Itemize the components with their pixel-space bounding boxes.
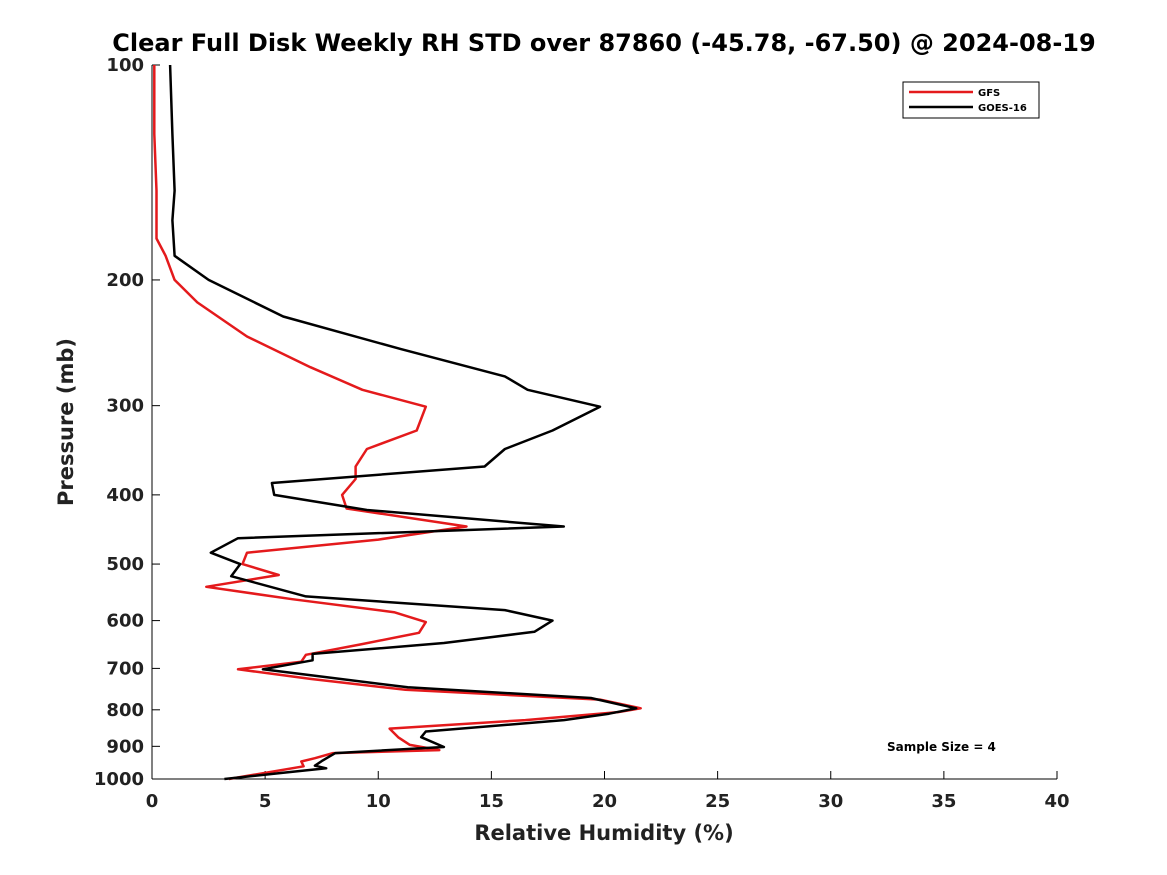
y-tick-label: 200 bbox=[106, 270, 144, 291]
chart-title: Clear Full Disk Weekly RH STD over 87860… bbox=[112, 29, 1095, 57]
y-tick-label: 1000 bbox=[94, 769, 144, 790]
series-lines bbox=[153, 64, 642, 781]
y-tick-label: 800 bbox=[106, 700, 144, 721]
x-tick-label: 30 bbox=[818, 791, 843, 812]
y-tick-label: 100 bbox=[106, 55, 144, 76]
x-tick-label: 10 bbox=[366, 791, 391, 812]
y-tick-label: 500 bbox=[106, 554, 144, 575]
x-tick-label: 40 bbox=[1044, 791, 1069, 812]
legend: GFS GOES-16 bbox=[902, 81, 1040, 119]
series-line-gfs bbox=[153, 65, 642, 781]
y-tick-label: 600 bbox=[106, 611, 144, 632]
legend-label-goes16: GOES-16 bbox=[978, 103, 1027, 114]
x-tick-label: 35 bbox=[931, 791, 956, 812]
x-tick-label: 0 bbox=[146, 791, 159, 812]
x-tick-label: 5 bbox=[259, 791, 272, 812]
y-axis-ticks: 100 200 300 400 500 600 700 800 900 1000 bbox=[94, 55, 160, 790]
legend-box bbox=[902, 81, 1040, 119]
series-line-goes16 bbox=[168, 64, 638, 781]
x-tick-label: 20 bbox=[592, 791, 617, 812]
x-tick-label: 25 bbox=[705, 791, 730, 812]
y-tick-label: 700 bbox=[106, 658, 144, 679]
legend-label-gfs: GFS bbox=[978, 88, 1000, 99]
x-axis-ticks: 0 5 10 15 20 25 30 35 40 bbox=[146, 771, 1070, 812]
x-axis-label: Relative Humidity (%) bbox=[474, 821, 733, 845]
y-tick-label: 300 bbox=[106, 396, 144, 417]
y-tick-label: 400 bbox=[106, 485, 144, 506]
x-tick-label: 15 bbox=[479, 791, 504, 812]
y-tick-label: 900 bbox=[106, 736, 144, 757]
sample-size-annotation: Sample Size = 4 bbox=[887, 740, 996, 754]
y-axis-label: Pressure (mb) bbox=[54, 338, 78, 506]
